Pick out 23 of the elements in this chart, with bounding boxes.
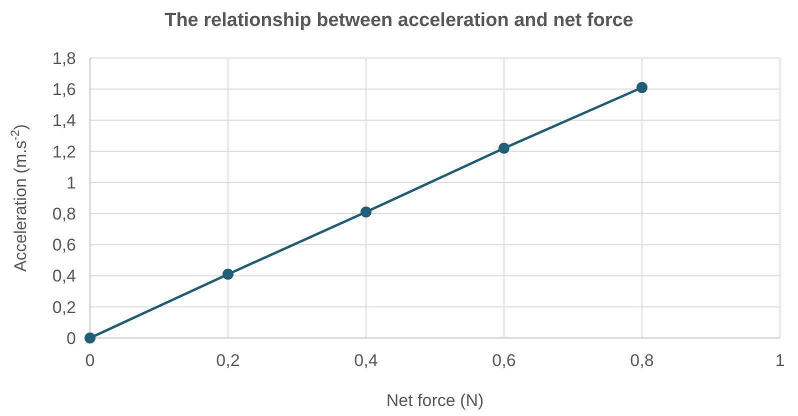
y-tick-label: 1 <box>66 173 76 192</box>
y-tick-label: 0,8 <box>52 204 76 224</box>
x-tick-label: 0,8 <box>630 351 654 370</box>
point <box>222 268 234 280</box>
point <box>84 332 96 344</box>
x-tick-label: 0,2 <box>216 351 240 370</box>
y-tick-label: 0,4 <box>52 266 76 286</box>
x-tick-label: 1 <box>775 351 785 370</box>
y-tick-label: 0,2 <box>52 298 76 317</box>
y-tick-label: 1,2 <box>52 142 76 162</box>
chart-title: The relationship between acceleration and net force <box>164 10 634 31</box>
point <box>360 206 372 218</box>
x-tick-label: 0,4 <box>354 351 378 370</box>
y-tick-label: 1,6 <box>52 80 76 100</box>
y-tick-label: 0 <box>66 328 76 348</box>
x-tick-label: 0 <box>85 351 95 370</box>
x-tick-label: 0,6 <box>492 351 516 370</box>
point <box>498 142 510 154</box>
x-axis-title: Net force (N) <box>386 391 484 410</box>
y-tick-label: 0,6 <box>52 236 76 255</box>
point <box>636 82 648 94</box>
y-tick-label: 1,8 <box>52 48 76 68</box>
y-tick-label: 1,4 <box>52 111 76 130</box>
